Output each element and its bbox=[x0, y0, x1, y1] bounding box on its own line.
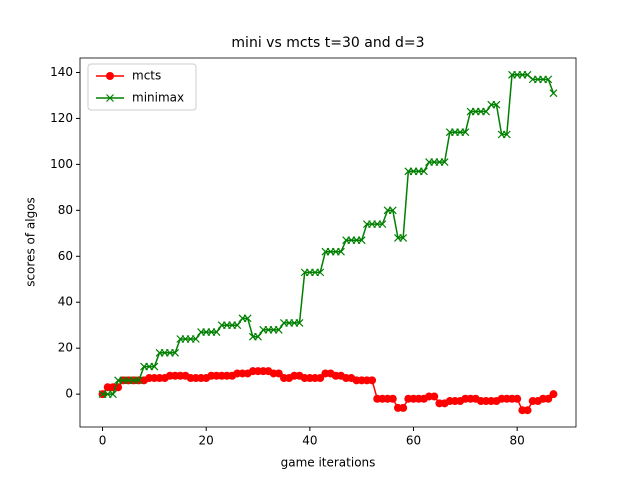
point bbox=[513, 394, 522, 403]
point bbox=[134, 376, 143, 385]
point bbox=[482, 107, 491, 116]
point bbox=[357, 236, 366, 245]
y-tick-label: 60 bbox=[58, 249, 73, 263]
point bbox=[399, 233, 408, 242]
point bbox=[378, 220, 387, 229]
x-tick-label: 40 bbox=[302, 434, 317, 448]
point bbox=[544, 394, 553, 403]
x-tick-label: 20 bbox=[199, 434, 214, 448]
legend: mcts minimax bbox=[87, 63, 197, 111]
chart-title: mini vs mcts t=30 and d=3 bbox=[231, 35, 424, 51]
legend-marker bbox=[106, 72, 114, 80]
y-tick-label: 100 bbox=[50, 157, 73, 171]
x-tick-label: 80 bbox=[510, 434, 525, 448]
point bbox=[316, 374, 325, 383]
y-tick-label: 120 bbox=[50, 111, 73, 125]
point bbox=[544, 75, 553, 84]
point bbox=[254, 332, 262, 341]
point bbox=[492, 100, 501, 109]
point bbox=[419, 167, 428, 176]
point bbox=[171, 348, 180, 357]
point bbox=[461, 128, 470, 137]
point bbox=[150, 362, 159, 371]
y-tick-label: 140 bbox=[50, 65, 73, 79]
point bbox=[212, 328, 221, 337]
point bbox=[274, 369, 283, 378]
point bbox=[430, 392, 439, 401]
series-line bbox=[102, 74, 555, 395]
point bbox=[295, 318, 304, 327]
point bbox=[549, 390, 558, 399]
point bbox=[523, 406, 532, 415]
point bbox=[399, 403, 408, 412]
y-tick-label: 20 bbox=[58, 341, 73, 355]
y-tick-label: 80 bbox=[58, 203, 73, 217]
point bbox=[502, 130, 511, 139]
point bbox=[388, 206, 397, 215]
point bbox=[316, 268, 325, 277]
x-tick-label: 0 bbox=[99, 434, 107, 448]
point bbox=[388, 394, 397, 403]
point bbox=[243, 314, 252, 323]
legend-marker bbox=[106, 94, 114, 102]
point bbox=[368, 376, 377, 385]
legend-label: minimax bbox=[132, 91, 184, 105]
point bbox=[337, 247, 345, 256]
plot-frame bbox=[79, 57, 577, 428]
legend-label: mcts bbox=[132, 69, 161, 83]
x-axis-label: game iterations bbox=[281, 456, 376, 470]
point bbox=[233, 321, 242, 330]
point bbox=[549, 89, 558, 98]
point bbox=[191, 335, 200, 343]
y-tick-label: 40 bbox=[58, 295, 73, 309]
point bbox=[440, 158, 449, 167]
y-tick-label: 0 bbox=[65, 387, 73, 401]
x-tick-label: 60 bbox=[406, 434, 421, 448]
y-axis-label: scores of algos bbox=[24, 197, 38, 287]
point bbox=[274, 325, 283, 334]
point bbox=[108, 390, 117, 399]
